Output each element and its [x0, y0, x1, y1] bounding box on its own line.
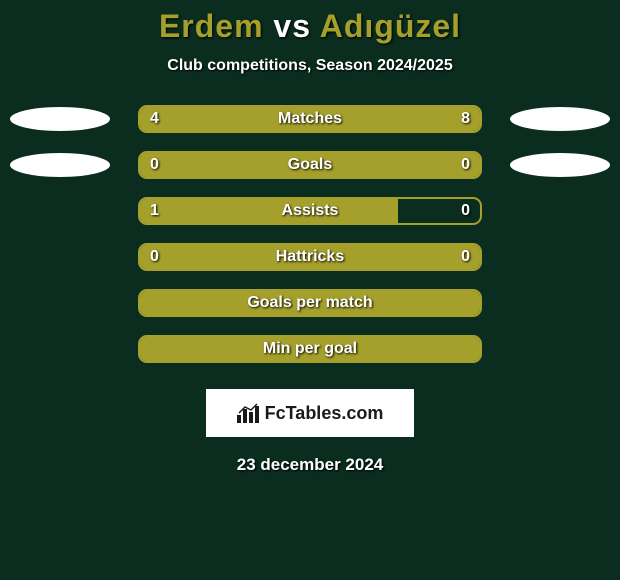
- stat-bar-fill-left: [140, 199, 398, 223]
- stat-bar-fill-right: [140, 245, 480, 269]
- stats-area: 48Matches00Goals10Assists00HattricksGoal…: [0, 105, 620, 381]
- stat-bar-fill-right: [140, 153, 480, 177]
- stat-bar-fill-left: [140, 291, 480, 315]
- stat-value-left: 4: [150, 105, 159, 133]
- stat-value-right: 0: [461, 243, 470, 271]
- date-label: 23 december 2024: [0, 455, 620, 475]
- fctables-chart-icon: [237, 403, 259, 423]
- stat-row: 00Goals: [0, 151, 620, 197]
- stat-bar: [138, 197, 482, 225]
- stat-value-left: 0: [150, 151, 159, 179]
- subtitle: Club competitions, Season 2024/2025: [0, 57, 620, 75]
- stat-bar-fill-right: [253, 107, 480, 131]
- stat-value-right: 8: [461, 105, 470, 133]
- stat-bar: [138, 289, 482, 317]
- stat-row: 48Matches: [0, 105, 620, 151]
- stat-value-left: 1: [150, 197, 159, 225]
- fctables-badge[interactable]: FcTables.com: [206, 389, 414, 437]
- player-right-name: Adıgüzel: [320, 8, 461, 44]
- player-left-name: Erdem: [159, 8, 264, 44]
- stat-bar: [138, 335, 482, 363]
- comparison-card: Erdem vs Adıgüzel Club competitions, Sea…: [0, 0, 620, 475]
- vs-text: vs: [273, 8, 311, 44]
- stat-bar: [138, 243, 482, 271]
- stat-value-right: 0: [461, 197, 470, 225]
- page-title: Erdem vs Adıgüzel: [0, 8, 620, 45]
- stat-value-right: 0: [461, 151, 470, 179]
- stat-bar: [138, 151, 482, 179]
- stat-row: Min per goal: [0, 335, 620, 381]
- player-right-badge: [510, 107, 610, 131]
- stat-row: Goals per match: [0, 289, 620, 335]
- player-left-badge: [10, 107, 110, 131]
- stat-bar-fill-right: [140, 337, 480, 361]
- stat-row: 10Assists: [0, 197, 620, 243]
- stat-bar: [138, 105, 482, 133]
- player-left-badge: [10, 153, 110, 177]
- stat-value-left: 0: [150, 243, 159, 271]
- fctables-label: FcTables.com: [265, 403, 384, 424]
- stat-row: 00Hattricks: [0, 243, 620, 289]
- player-right-badge: [510, 153, 610, 177]
